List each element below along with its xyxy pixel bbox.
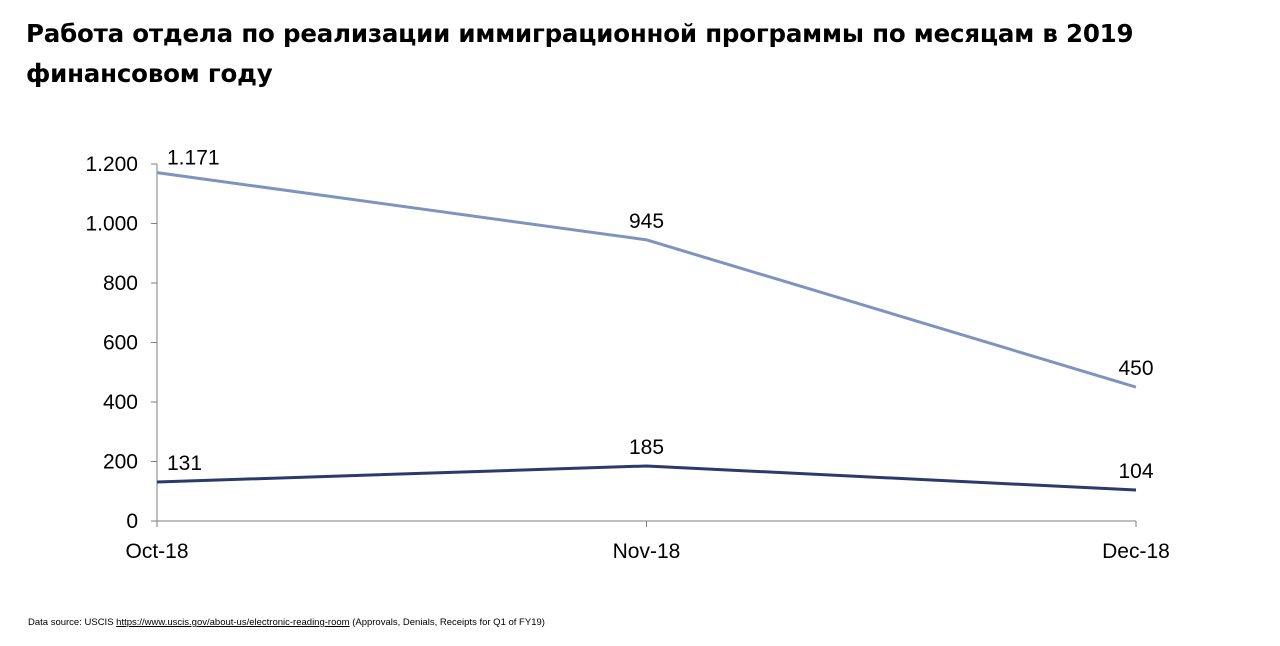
source-mid: (Approvals, Denials bbox=[349, 617, 435, 628]
series-line-1 bbox=[156, 171, 1137, 389]
data-labels: 1.171 945 450 131 185 104 bbox=[167, 147, 1154, 483]
y-tick-label: 800 bbox=[103, 272, 138, 295]
source-link[interactable]: https://www.uscis.gov/about-us/electroni… bbox=[116, 617, 350, 628]
y-tick-label: 200 bbox=[103, 451, 138, 474]
source-suffix: , Receipts for Q1 of FY19) bbox=[434, 617, 545, 628]
data-label: 450 bbox=[1118, 357, 1153, 380]
x-tick-label: Nov-18 bbox=[613, 540, 681, 563]
y-tick-label: 0 bbox=[126, 510, 138, 533]
series-layer bbox=[156, 171, 1137, 492]
y-tick-label: 1.000 bbox=[85, 213, 138, 236]
data-source-note: Data source: USCIS https://www.uscis.gov… bbox=[28, 617, 545, 628]
chart-title: Работа отдела по реализации иммиграционн… bbox=[26, 19, 1134, 88]
data-label: 104 bbox=[1118, 460, 1153, 483]
x-tick-label: Oct-18 bbox=[125, 540, 188, 563]
x-tick-label: Dec-18 bbox=[1102, 540, 1170, 563]
x-axis: Oct-18 Nov-18 Dec-18 bbox=[125, 520, 1170, 563]
y-axis: 0 200 400 600 800 1.000 1.200 bbox=[85, 153, 158, 533]
data-label: 945 bbox=[629, 210, 664, 233]
source-prefix: Data source: USCIS bbox=[28, 617, 117, 628]
y-tick-label: 600 bbox=[103, 332, 138, 355]
series-line-2 bbox=[156, 464, 1137, 492]
y-tick-label: 1.200 bbox=[85, 153, 138, 176]
data-label: 131 bbox=[167, 452, 202, 475]
data-label: 1.171 bbox=[167, 147, 220, 170]
y-tick-label: 400 bbox=[103, 391, 138, 414]
data-label: 185 bbox=[629, 436, 664, 459]
